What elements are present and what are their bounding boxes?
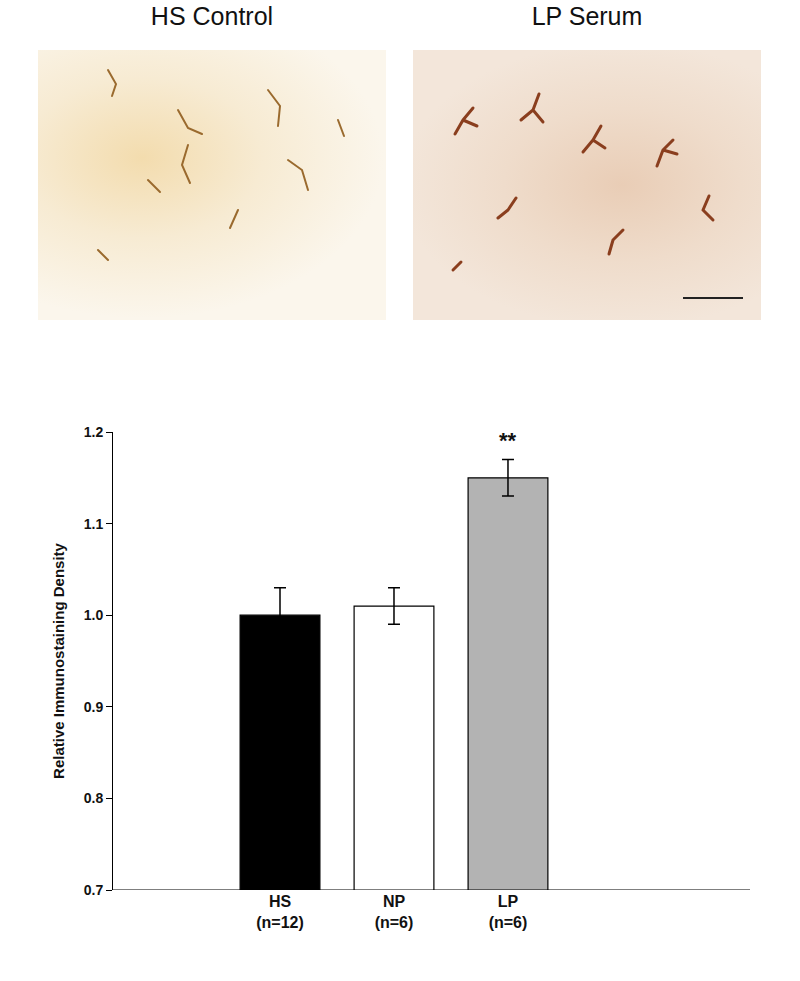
svg-text:Relative Immunostaining Densit: Relative Immunostaining Density [50, 542, 67, 779]
svg-text:NP(n=6): NP(n=6) [375, 893, 414, 931]
svg-text:0.9: 0.9 [84, 699, 104, 715]
html-text:HS Control: HS Control [150, 2, 274, 30]
svg-text:**: ** [499, 428, 517, 453]
svg-text:0.8: 0.8 [84, 790, 104, 806]
svg-text:1.2: 1.2 [84, 424, 104, 440]
svg-text:1.1: 1.1 [84, 516, 104, 532]
svg-text:LP(n=6): LP(n=6) [489, 893, 528, 931]
html-text:LP Serum: LP Serum [531, 2, 643, 30]
svg-text:1.0: 1.0 [84, 607, 104, 623]
svg-text:HS(n=12): HS(n=12) [256, 893, 304, 931]
svg-text:0.7: 0.7 [84, 882, 104, 898]
